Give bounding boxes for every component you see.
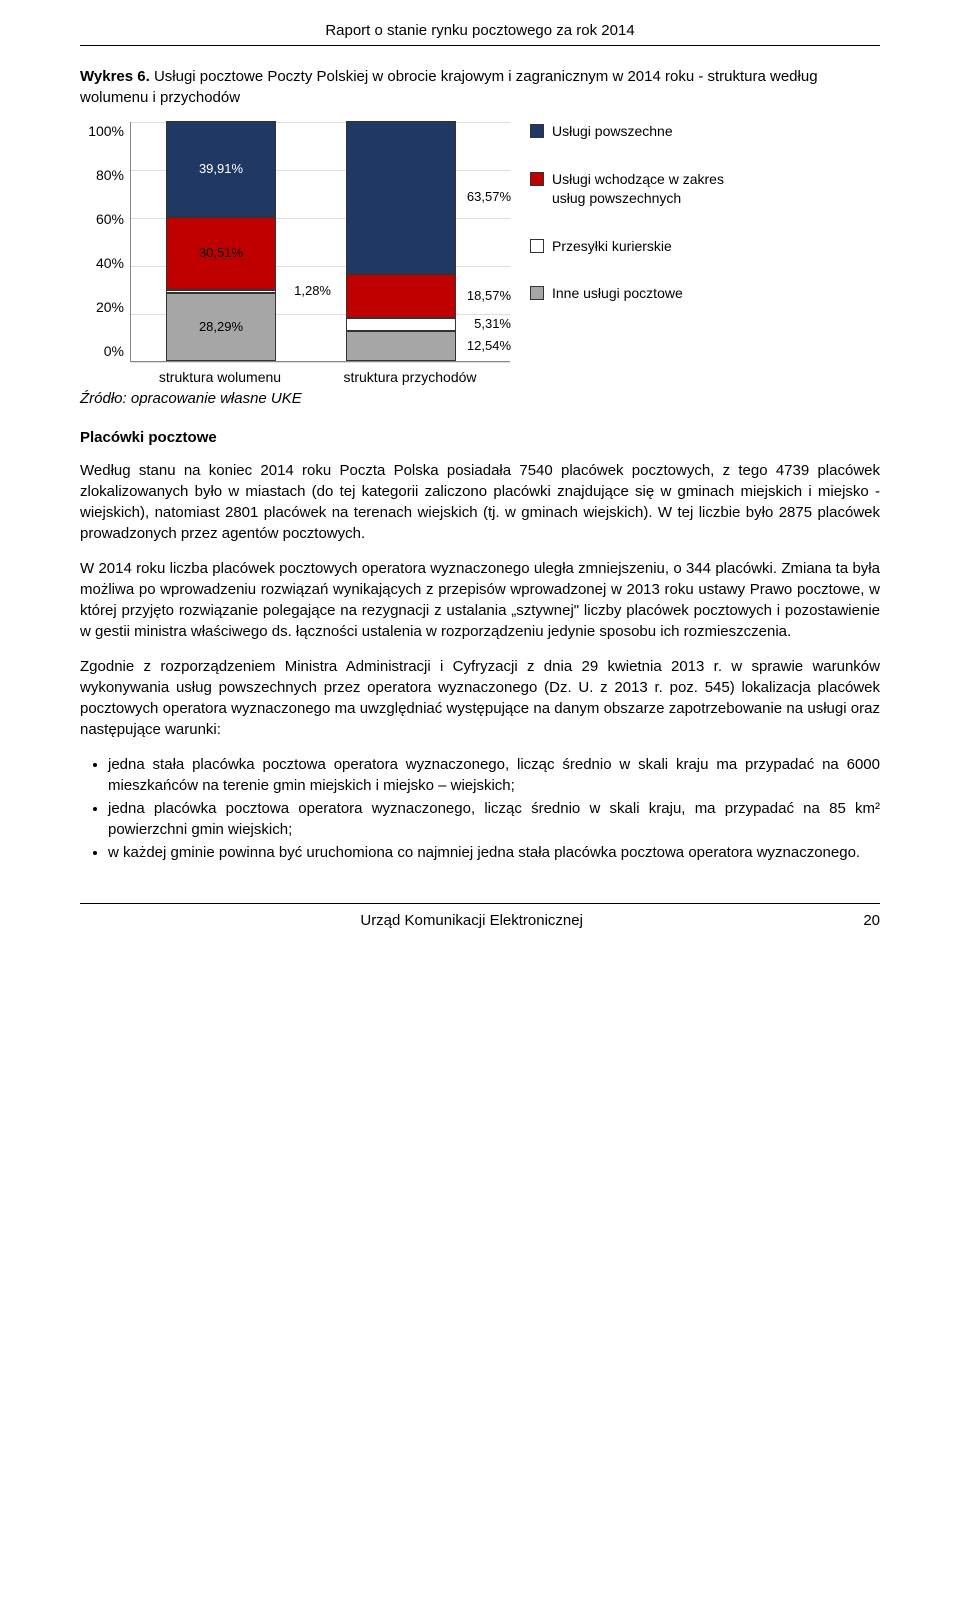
- bar-segment: 28,29%: [166, 293, 276, 361]
- list-item: w każdej gminie powinna być uruchomiona …: [108, 842, 880, 863]
- legend-label: Usługi wchodzące w zakres usług powszech…: [552, 170, 730, 209]
- y-tick: 80%: [80, 166, 124, 186]
- bar-segment-label: 12,54%: [467, 337, 511, 355]
- legend-item: Inne usługi pocztowe: [530, 284, 730, 304]
- chart-source: Źródło: opracowanie własne UKE: [80, 388, 880, 409]
- x-label: struktura wolumenu: [130, 368, 310, 388]
- chart-title-prefix: Wykres 6.: [80, 68, 150, 85]
- legend-swatch: [530, 124, 544, 138]
- bullet-list: jedna stała placówka pocztowa operatora …: [108, 754, 880, 863]
- chart-title: Wykres 6. Usługi pocztowe Poczty Polskie…: [80, 66, 880, 108]
- legend-item: Usługi wchodzące w zakres usług powszech…: [530, 170, 730, 209]
- y-tick: 0%: [80, 342, 124, 362]
- bar-segment: 39,91%: [166, 121, 276, 217]
- list-item: jedna stała placówka pocztowa operatora …: [108, 754, 880, 796]
- section-heading: Placówki pocztowe: [80, 427, 880, 448]
- chart: 100%80%60%40%20%0% 28,29%1,28%30,51%39,9…: [80, 122, 880, 362]
- legend-item: Usługi powszechne: [530, 122, 730, 142]
- bar: 12,54%5,31%18,57%63,57%: [346, 121, 456, 361]
- bar-segment-label: 5,31%: [474, 315, 511, 333]
- grid-line: [131, 362, 510, 363]
- y-axis: 100% 80% 60% 40% 20% 0%: [80, 122, 130, 362]
- bar-segment: 12,54%: [346, 331, 456, 361]
- page-footer: Urząd Komunikacji Elektronicznej 20: [80, 903, 880, 931]
- bar: 28,29%1,28%30,51%39,91%: [166, 121, 276, 361]
- x-label: struktura przychodów: [310, 368, 510, 388]
- footer-page-number: 20: [863, 910, 880, 931]
- bar-segment: 18,57%: [346, 274, 456, 319]
- footer-center: Urząd Komunikacji Elektronicznej: [80, 910, 863, 931]
- bar-segment: 5,31%: [346, 318, 456, 331]
- legend-item: Przesyłki kurierskie: [530, 237, 730, 257]
- bar-segment: 63,57%: [346, 121, 456, 274]
- legend: Usługi powszechne Usługi wchodzące w zakr…: [530, 122, 730, 332]
- bar-segment-label: 18,57%: [467, 287, 511, 305]
- paragraph-1: Według stanu na koniec 2014 roku Poczta …: [80, 460, 880, 544]
- bar-segment-label: 1,28%: [294, 282, 331, 300]
- x-axis-labels: struktura wolumenustruktura przychodów: [130, 368, 510, 388]
- page-header: Raport o stanie rynku pocztowego za rok …: [80, 20, 880, 46]
- legend-swatch: [530, 286, 544, 300]
- legend-label: Przesyłki kurierskie: [552, 237, 672, 257]
- paragraph-2: W 2014 roku liczba placówek pocztowych o…: [80, 558, 880, 642]
- y-tick: 100%: [80, 122, 124, 142]
- y-tick: 60%: [80, 210, 124, 230]
- bar-segment: 30,51%: [166, 217, 276, 290]
- bar-segment-label: 63,57%: [467, 188, 511, 206]
- y-tick: 40%: [80, 254, 124, 274]
- chart-title-text: Usługi pocztowe Poczty Polskiej w obroci…: [80, 68, 818, 106]
- bar-segment: 1,28%: [166, 290, 276, 293]
- list-item: jedna placówka pocztowa operatora wyznac…: [108, 798, 880, 840]
- legend-label: Usługi powszechne: [552, 122, 673, 142]
- legend-label: Inne usługi pocztowe: [552, 284, 683, 304]
- plot-area: 28,29%1,28%30,51%39,91%12,54%5,31%18,57%…: [130, 122, 510, 362]
- legend-swatch: [530, 239, 544, 253]
- y-tick: 20%: [80, 298, 124, 318]
- paragraph-3: Zgodnie z rozporządzeniem Ministra Admin…: [80, 656, 880, 740]
- legend-swatch: [530, 172, 544, 186]
